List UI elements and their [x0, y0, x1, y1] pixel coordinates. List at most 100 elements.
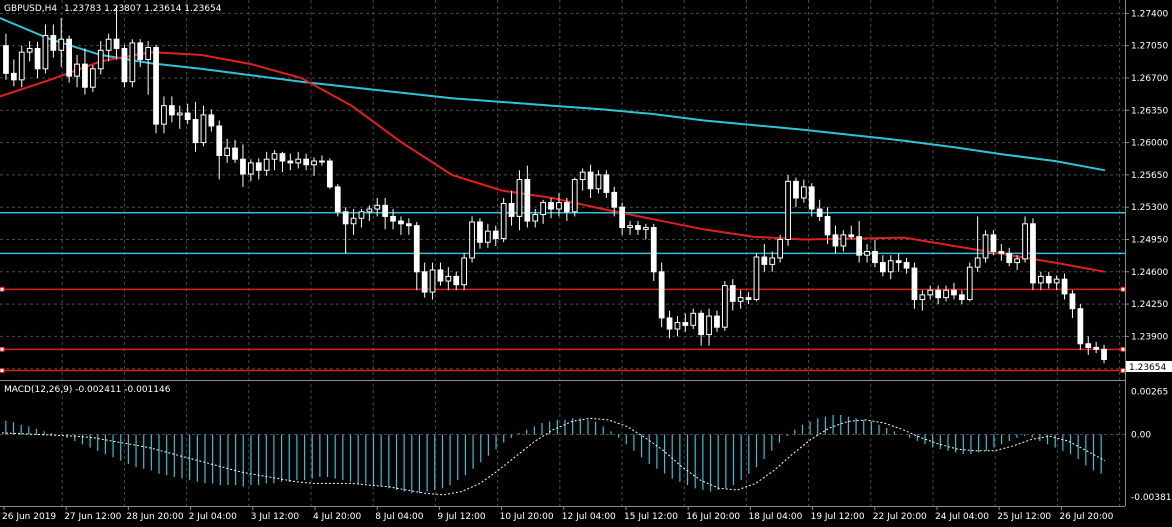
- level-handle: [1120, 286, 1126, 292]
- candle-bear: [650, 226, 657, 273]
- price-axis-label: 1.26700: [1131, 74, 1168, 84]
- candle-bull: [753, 256, 760, 300]
- candle-bear: [682, 322, 689, 326]
- candle-bear: [113, 38, 120, 49]
- candle-bear: [34, 47, 41, 70]
- candle-bear: [1077, 308, 1084, 345]
- candle-bear: [405, 223, 412, 227]
- current-price-label: 1.23654: [1129, 363, 1166, 373]
- candle-bull: [429, 269, 436, 293]
- candle-bull: [927, 289, 934, 296]
- time-axis-label: 24 Jul 04:00: [935, 512, 989, 522]
- candle-bear: [816, 208, 823, 217]
- candle-bear: [342, 211, 349, 225]
- candle-bull: [579, 171, 586, 181]
- candle-bear: [216, 125, 223, 157]
- candle-bull: [690, 312, 697, 326]
- candle-bull: [887, 260, 894, 273]
- candle-bear: [240, 158, 246, 175]
- price-axis-label: 1.23900: [1131, 332, 1168, 342]
- candle-bear: [990, 234, 997, 252]
- candle-bear: [413, 225, 420, 273]
- candle-bull: [532, 214, 539, 222]
- candle-bear: [903, 262, 910, 269]
- candle-bear: [895, 260, 902, 264]
- candle-bear: [82, 63, 88, 88]
- candle-bear: [951, 289, 957, 296]
- candle-bear: [255, 162, 262, 171]
- candlestick-series[interactable]: [3, 6, 1107, 364]
- level-handle: [0, 368, 5, 374]
- candle-bear: [729, 285, 736, 302]
- candle-bull: [247, 162, 254, 175]
- candle-bear: [477, 221, 483, 243]
- price-axis-label: 1.26000: [1131, 139, 1168, 149]
- candle-bear: [603, 174, 610, 193]
- candle-bull: [350, 217, 357, 225]
- candle-bull: [461, 257, 468, 286]
- ma-fast-line: [0, 51, 1106, 273]
- candle-bull: [145, 47, 152, 61]
- macd-indicator[interactable]: [1, 414, 1106, 496]
- candle-bull: [785, 180, 791, 240]
- candle-bear: [1045, 275, 1052, 284]
- price-axis-label: 1.24250: [1131, 300, 1168, 310]
- candle-bear: [611, 191, 618, 208]
- candle-bull: [469, 221, 475, 259]
- candle-bull: [89, 68, 96, 88]
- candle-bear: [50, 35, 57, 51]
- candle-bull: [642, 226, 649, 230]
- candle-bull: [1022, 223, 1028, 260]
- candle-bear: [824, 215, 831, 236]
- candle-bull: [484, 230, 491, 243]
- candle-bull: [966, 266, 973, 300]
- candle-bull: [295, 158, 302, 164]
- candle-bear: [3, 45, 9, 74]
- price-axis-label: 1.27400: [1131, 9, 1168, 19]
- level-handle: [1120, 368, 1126, 374]
- candle-bear: [658, 271, 665, 319]
- candle-bull: [840, 234, 847, 247]
- candle-bull: [358, 211, 365, 219]
- candle-bull: [982, 234, 989, 259]
- candle-bull: [721, 285, 728, 328]
- time-axis-label: 8 Jul 04:00: [375, 512, 424, 522]
- candle-bull: [800, 186, 807, 199]
- level-handle: [0, 286, 5, 292]
- candle-bull: [1014, 258, 1021, 264]
- candle-bull: [105, 38, 112, 51]
- moving-average-slow: [0, 17, 1106, 172]
- candle-bear: [168, 105, 175, 116]
- candle-bear: [492, 230, 499, 240]
- candle-bear: [208, 114, 215, 127]
- time-axis-label: 2 Jul 04:00: [189, 512, 238, 522]
- candle-bear: [137, 42, 144, 61]
- candle-bull: [737, 297, 744, 302]
- candle-bull: [556, 202, 562, 210]
- candle-bear: [856, 236, 863, 256]
- candle-bear: [390, 215, 396, 222]
- candle-bear: [587, 171, 594, 190]
- candle-bear: [1093, 346, 1100, 350]
- candle-bear: [793, 180, 799, 199]
- candle-bear: [1030, 223, 1036, 284]
- candle-bull: [500, 202, 507, 240]
- candle-bear: [745, 297, 752, 300]
- candle-bear: [1006, 252, 1013, 264]
- symbol-timeframe: GBPUSD,H4: [4, 4, 57, 14]
- candle-bull: [271, 153, 278, 160]
- candle-bear: [1069, 293, 1076, 310]
- candle-bull: [18, 51, 25, 81]
- macd-axis-label: -0.003819: [1131, 493, 1172, 503]
- candle-bear: [1085, 343, 1092, 348]
- level-handle: [0, 346, 5, 352]
- price-axis-label: 1.24600: [1131, 268, 1168, 278]
- horizontal-levels[interactable]: [0, 211, 1126, 374]
- candle-bear: [666, 317, 673, 330]
- candle-bear: [421, 271, 428, 293]
- candle-bull: [374, 204, 381, 210]
- candle-bear: [326, 160, 333, 188]
- candle-bear: [911, 267, 918, 300]
